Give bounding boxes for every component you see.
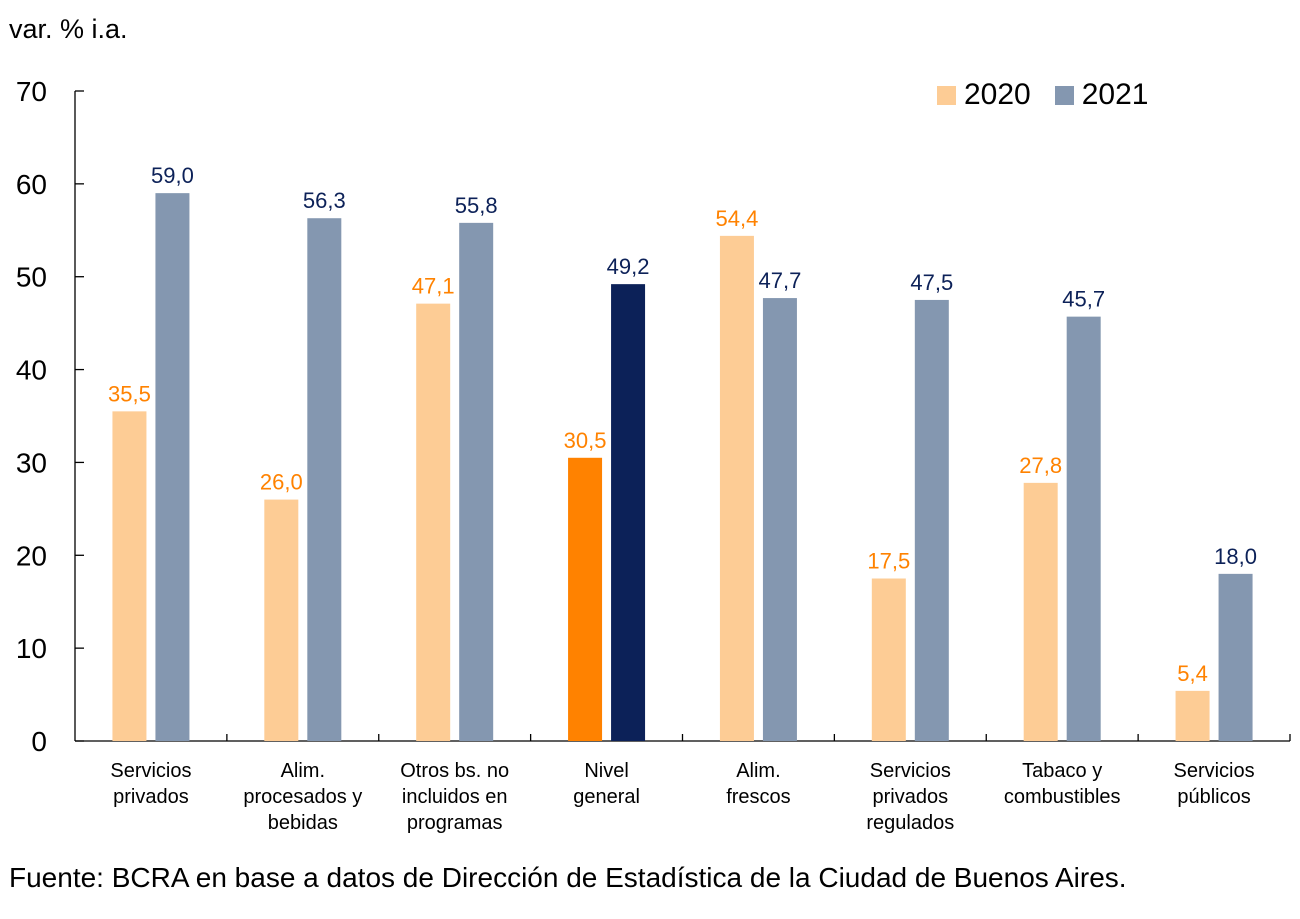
x-tick-label: programas — [407, 812, 503, 834]
data-label-2021-0: 59,0 — [151, 163, 194, 188]
x-tick-label: Otros bs. no — [400, 760, 509, 782]
data-label-2020-6: 27,8 — [1019, 453, 1062, 478]
x-tick-label: Servicios — [870, 760, 951, 782]
bar-2020-4 — [719, 235, 754, 741]
x-tick-label: procesados y — [243, 786, 362, 808]
legend-swatch-2021 — [1054, 85, 1074, 105]
x-tick-label: regulados — [866, 812, 954, 834]
y-tick-label: 10 — [16, 633, 47, 664]
source-note: Fuente: BCRA en base a datos de Direcció… — [9, 862, 1127, 893]
bar-2020-0 — [112, 411, 147, 741]
y-tick-label: 60 — [16, 169, 47, 200]
x-tick-label: incluidos en — [402, 786, 508, 808]
data-label-2020-1: 26,0 — [260, 470, 303, 495]
data-label-2021-7: 18,0 — [1214, 544, 1257, 569]
x-tick-label: Alim. — [736, 760, 780, 782]
y-tick-label: 50 — [16, 262, 47, 293]
x-tick-label: Alim. — [281, 760, 325, 782]
x-tick-label: Servicios — [1173, 760, 1254, 782]
x-tick-label: privados — [873, 786, 949, 808]
y-tick-label: 20 — [16, 540, 47, 571]
y-tick-label: 0 — [31, 726, 47, 757]
x-tick-label: bebidas — [268, 812, 338, 834]
legend-swatch-2020 — [937, 85, 956, 105]
bar-2021-6 — [1066, 316, 1101, 741]
bar-2021-1 — [307, 218, 342, 741]
legend-item-2021: 2021 — [1054, 78, 1149, 112]
y-tick-label: 70 — [16, 76, 47, 107]
data-label-2021-6: 45,7 — [1062, 287, 1105, 312]
x-tick-label: Tabaco y — [1022, 760, 1102, 782]
x-tick-label: Servicios — [110, 760, 191, 782]
legend-label-2021: 2021 — [1081, 78, 1149, 111]
x-tick-label: frescos — [726, 786, 790, 808]
data-label-2020-7: 5,4 — [1177, 661, 1208, 686]
legend-item-2020: 2020 — [937, 78, 1031, 112]
data-label-2020-3: 30,5 — [564, 428, 607, 453]
bar-2021-4 — [762, 298, 797, 741]
data-label-2020-0: 35,5 — [108, 381, 151, 406]
data-label-2021-5: 47,5 — [910, 270, 953, 295]
bar-2021-2 — [459, 222, 494, 741]
y-axis-unit-label: var. % i.a. — [9, 14, 128, 44]
bar-2021-0 — [155, 193, 190, 742]
bar-2020-5 — [871, 578, 906, 741]
bar-2020-6 — [1023, 482, 1058, 741]
bar-2020-1 — [264, 499, 299, 741]
data-label-2020-4: 54,4 — [716, 206, 759, 231]
x-tick-label: privados — [113, 786, 189, 808]
x-tick-label: general — [573, 786, 640, 808]
y-tick-label: 30 — [16, 447, 47, 478]
x-tick-label: Nivel — [584, 760, 628, 782]
x-tick-label: públicos — [1177, 786, 1250, 808]
bar-2021-5 — [914, 299, 949, 741]
data-label-2021-4: 47,7 — [759, 268, 802, 293]
bar-2020-2 — [416, 303, 451, 741]
data-label-2021-3: 49,2 — [607, 254, 650, 279]
legend: 2020 2021 — [937, 78, 1173, 112]
bar-2021-3 — [611, 284, 646, 741]
data-label-2021-1: 56,3 — [303, 188, 346, 213]
bar-2020-7 — [1175, 690, 1210, 741]
bar-2020-3 — [568, 457, 603, 741]
data-label-2020-2: 47,1 — [412, 274, 455, 299]
y-tick-label: 40 — [16, 355, 47, 386]
legend-label-2020: 2020 — [964, 78, 1031, 111]
data-label-2021-2: 55,8 — [455, 193, 498, 218]
bar-2021-7 — [1218, 573, 1253, 741]
x-tick-label: combustibles — [1004, 786, 1121, 808]
data-label-2020-5: 17,5 — [867, 549, 910, 574]
